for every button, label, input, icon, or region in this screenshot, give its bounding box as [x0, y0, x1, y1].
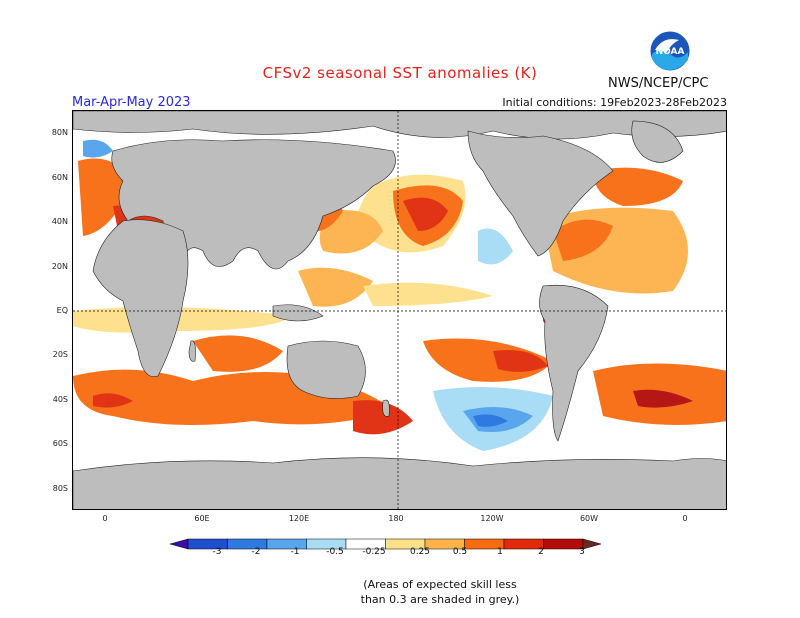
- organization-label: NWS/NCEP/CPC: [608, 76, 709, 91]
- warm-anomalies: [73, 158, 726, 435]
- lon-label: 60W: [579, 514, 599, 523]
- colorbar-tick: -1: [290, 547, 300, 557]
- colorbar: [169, 536, 630, 555]
- season-label: Mar-Apr-May 2023: [72, 95, 191, 110]
- skill-note: (Areas of expected skill less than 0.3 a…: [330, 577, 550, 607]
- colorbar-tick: 0.25: [409, 547, 431, 557]
- lat-label: 40N: [51, 217, 68, 226]
- lat-label: 20N: [51, 262, 68, 271]
- sst-anomaly-map: [72, 110, 727, 510]
- lon-label: 180: [388, 514, 404, 523]
- logo-text: NOAA: [656, 47, 685, 57]
- noaa-logo: NOAA: [649, 30, 691, 72]
- lat-label: 80S: [52, 484, 68, 493]
- colorbar-tick: 2: [538, 547, 544, 557]
- colorbar-tick: 3: [579, 547, 585, 557]
- colorbar-tick: -2: [251, 547, 261, 557]
- colorbar-arrow-low: [169, 538, 189, 550]
- equator-and-dateline: [73, 111, 726, 509]
- skill-note-line2: than 0.3 are shaded in grey.): [360, 593, 520, 606]
- lat-label: 80N: [51, 128, 68, 137]
- lat-label: 60N: [51, 173, 68, 182]
- colorbar-tick: -0.5: [326, 547, 344, 557]
- lon-label: 120W: [480, 514, 504, 523]
- colorbar-arrow-high: [582, 538, 602, 550]
- map-title: CFSv2 seasonal SST anomalies (K): [262, 64, 538, 82]
- lat-label: 20S: [52, 350, 68, 359]
- lat-label: 40S: [52, 395, 68, 404]
- colorbar-tick: -3: [212, 547, 222, 557]
- lon-label: 0: [102, 514, 108, 523]
- colorbar-tick: 1: [497, 547, 503, 557]
- cold-anomalies: [83, 139, 553, 451]
- lat-label: EQ: [56, 306, 68, 315]
- skill-note-line1: (Areas of expected skill less: [363, 578, 517, 591]
- colorbar-tick: 0.5: [452, 547, 468, 557]
- land-masses: [73, 111, 726, 509]
- initial-conditions-label: Initial conditions: 19Feb2023-28Feb2023: [502, 96, 727, 109]
- lon-label: 120E: [288, 514, 310, 523]
- lon-label: 0: [682, 514, 688, 523]
- lon-label: 60E: [194, 514, 210, 523]
- colorbar-tick: -0.25: [362, 547, 386, 557]
- lat-label: 60S: [52, 439, 68, 448]
